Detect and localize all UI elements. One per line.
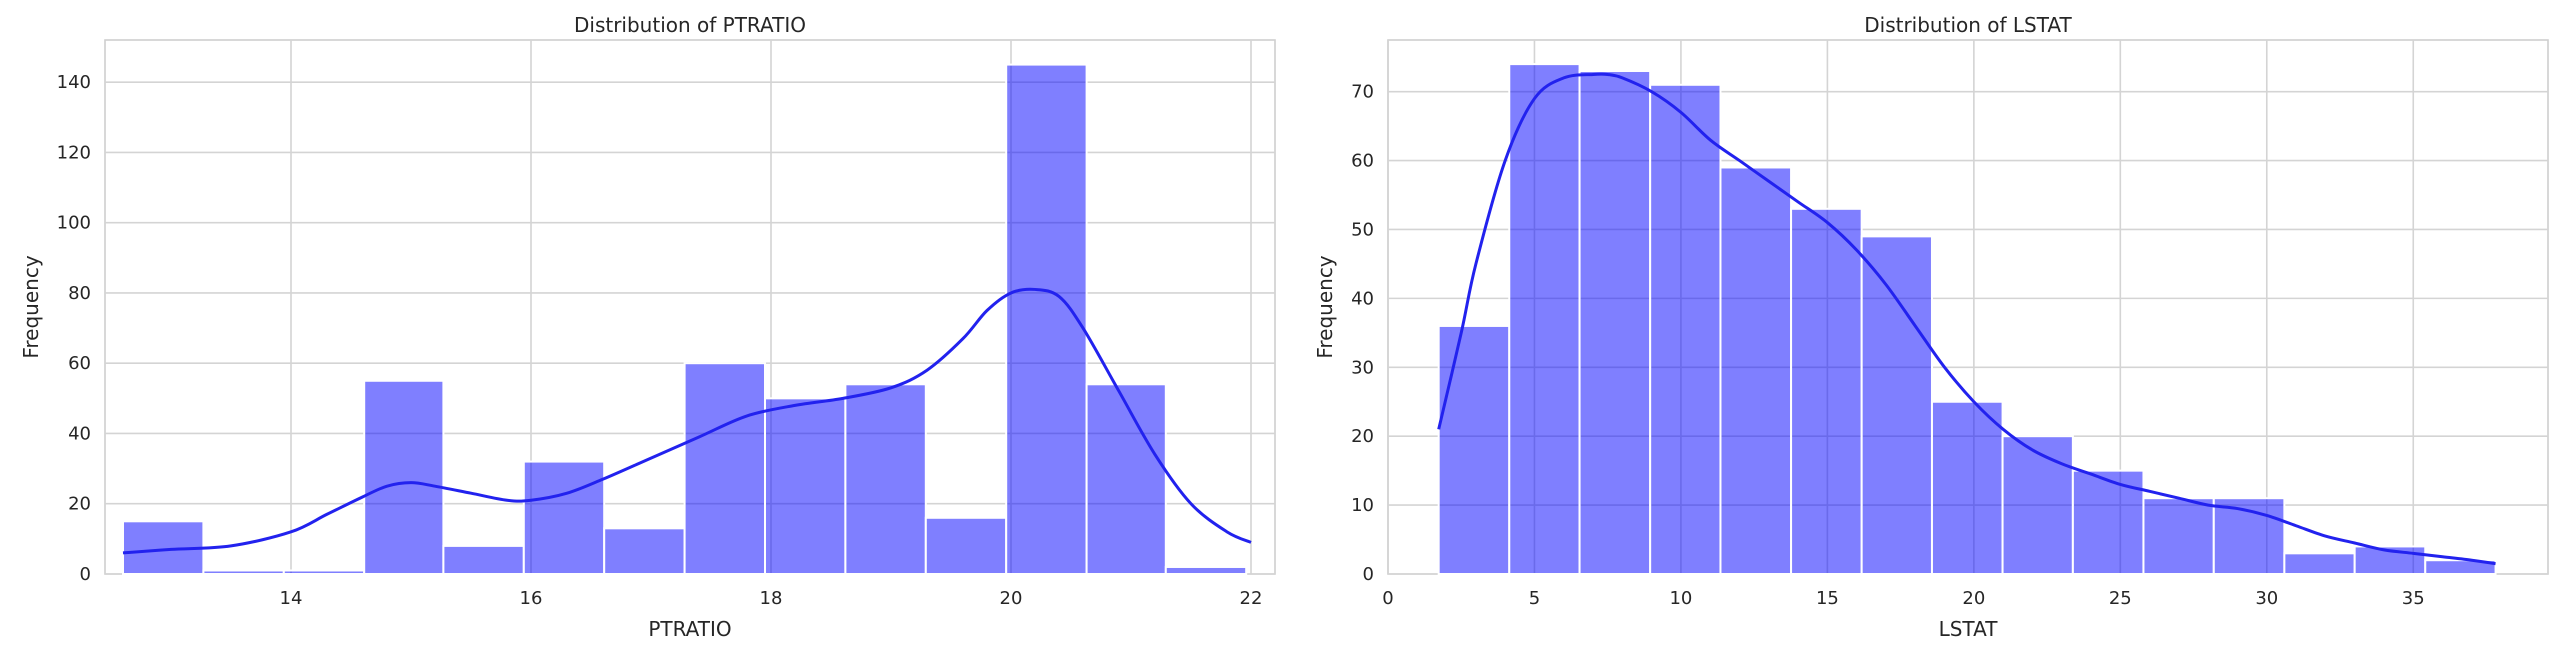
y-tick-label: 20 (68, 494, 91, 515)
x-tick-label: 20 (1000, 588, 1023, 609)
histogram-bars (1437, 63, 2497, 576)
kde-curve (1437, 72, 2496, 566)
y-tick-label: 40 (68, 423, 91, 444)
x-tick-label: 14 (280, 588, 303, 609)
x-tick-label: 35 (2402, 588, 2425, 609)
x-tick-label: 30 (2255, 588, 2278, 609)
histogram-bar (1085, 383, 1167, 575)
histogram-bars (122, 63, 1248, 576)
histogram-bar (1508, 63, 1581, 576)
histogram-bar (924, 516, 1008, 576)
histogram-bar (1790, 207, 1863, 575)
x-tick-label: 5 (1529, 588, 1540, 609)
histogram-bar (1437, 324, 1511, 576)
y-tick-label: 40 (1351, 288, 1374, 309)
y-tick-label: 120 (57, 142, 91, 163)
x-tick-label: 15 (1816, 588, 1839, 609)
histogram-bar (2142, 497, 2215, 575)
x-tick-labels: 0 5 10 15 20 25 30 35 (1382, 588, 2424, 609)
histogram-bar (1005, 63, 1088, 575)
histogram-bar (844, 383, 927, 575)
x-tick-labels: 14 16 18 20 22 (280, 588, 1263, 609)
y-tick-label: 70 (1351, 82, 1374, 103)
x-axis-label: PTRATIO (648, 617, 731, 641)
histogram-bar (363, 379, 445, 575)
histogram-bar (683, 362, 766, 576)
kde-curve-layer (122, 287, 1252, 555)
y-axis-label: Frequency (19, 255, 43, 358)
histogram-bar (522, 460, 606, 575)
y-tick-labels: 0 10 20 30 40 50 60 70 (1351, 82, 1374, 585)
x-tick-label: 20 (1962, 588, 1985, 609)
y-axis-label: Frequency (1313, 255, 1337, 358)
chart-title: Distribution of PTRATIO (574, 13, 806, 37)
x-tick-label: 22 (1240, 588, 1263, 609)
kde-curve (122, 287, 1252, 555)
lstat-histogram-panel: 0 5 10 15 20 25 30 35 0 10 20 30 40 50 60 70 Distribut… (1313, 13, 2549, 641)
y-tick-label: 60 (68, 353, 91, 374)
histogram-bar (202, 569, 285, 575)
histogram-bar (603, 527, 686, 575)
chart-title: Distribution of LSTAT (1864, 13, 2072, 37)
x-tick-label: 16 (520, 588, 543, 609)
y-tick-label: 60 (1351, 151, 1374, 172)
histogram-bar (1164, 565, 1248, 576)
y-tick-label: 100 (57, 213, 91, 234)
histogram-bar (1860, 235, 1933, 575)
histogram-bar (764, 397, 847, 575)
histogram-bar (442, 544, 525, 575)
histogram-bar (282, 569, 366, 575)
y-tick-label: 140 (57, 72, 91, 93)
histogram-bar (2001, 435, 2074, 575)
x-tick-label: 0 (1382, 588, 1393, 609)
y-tick-label: 10 (1351, 495, 1374, 516)
x-tick-label: 10 (1669, 588, 1692, 609)
x-axis-label: LSTAT (1939, 617, 1999, 641)
ptratio-histogram-panel: 14 16 18 20 22 0 20 40 60 80 100 120 140 Distributi… (19, 13, 1276, 641)
y-tick-label: 30 (1351, 357, 1374, 378)
histogram-bar (2283, 552, 2356, 576)
y-tick-label: 80 (68, 283, 91, 304)
x-tick-label: 25 (2109, 588, 2132, 609)
histogram-bar (1649, 83, 1722, 575)
y-tick-labels: 0 20 40 60 80 100 120 140 (57, 72, 91, 585)
y-tick-label: 20 (1351, 426, 1374, 447)
histogram-bar (1719, 166, 1793, 575)
y-tick-label: 0 (1363, 564, 1374, 585)
y-tick-label: 50 (1351, 219, 1374, 240)
kde-curve-layer (1437, 72, 2496, 566)
x-tick-label: 18 (760, 588, 783, 609)
y-tick-label: 0 (80, 564, 91, 585)
histogram-bar (1578, 70, 1652, 576)
histogram-bar (1930, 400, 2004, 576)
